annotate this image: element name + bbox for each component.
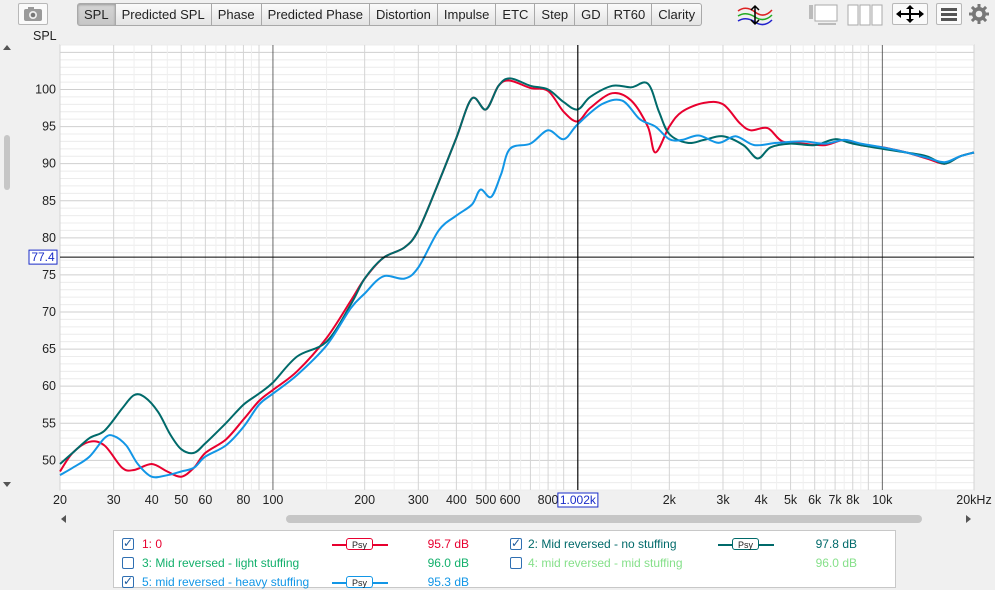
legend-value-4: 96.0 dB (815, 556, 857, 570)
single-panel-icon[interactable] (806, 3, 840, 25)
scroll-left-arrow-icon[interactable] (61, 515, 66, 523)
legend-label-2: 2: Mid reversed - no stuffing (528, 537, 677, 551)
x-tick-label: 20 (53, 493, 67, 507)
y-tick-label: 50 (42, 453, 56, 467)
cursor-y-readout: 77.4 (31, 250, 55, 264)
y-tick-label: 75 (42, 268, 56, 282)
camera-icon[interactable] (18, 3, 48, 25)
x-tick-label: 10k (872, 493, 893, 507)
move-arrows-icon[interactable] (892, 3, 928, 25)
y-axis-title: SPL (33, 29, 57, 43)
x-tick-label: 5k (784, 493, 798, 507)
x-tick-label: 500 (475, 493, 496, 507)
x-tick-label: 2k (663, 493, 677, 507)
series-line-2 (59, 77, 975, 465)
x-tick-label: 800 (538, 493, 559, 507)
gear-icon[interactable] (968, 3, 990, 25)
y-tick-label: 85 (42, 194, 56, 208)
legend-psy-2[interactable]: Psy (718, 538, 774, 552)
multi-panel-icon[interactable] (847, 3, 883, 26)
x-tick-label: 300 (408, 493, 429, 507)
x-tick-label: 80 (236, 493, 250, 507)
y-tick-label: 90 (42, 157, 56, 171)
x-tick-label: 50 (174, 493, 188, 507)
scroll-down-arrow-icon[interactable] (3, 482, 11, 487)
legend-label-1: 1: 0 (142, 537, 163, 551)
x-tick-label: 400 (446, 493, 467, 507)
legend-value-2: 97.8 dB (815, 537, 857, 551)
scroll-right-arrow-icon[interactable] (966, 515, 971, 523)
x-tick-label: 60 (198, 493, 212, 507)
x-tick-label: 3k (716, 493, 730, 507)
legend-value-3: 96.0 dB (427, 556, 469, 570)
y-tick-label: 70 (42, 305, 56, 319)
tab-phase[interactable]: Phase (211, 3, 262, 26)
y-tick-label: 100 (35, 83, 56, 97)
cursor-x-readout-box (557, 492, 599, 508)
horizontal-scrollbar[interactable] (72, 515, 962, 523)
legend-label-3: 3: Mid reversed - light stuffing (142, 556, 300, 570)
legend-value-1: 95.7 dB (427, 537, 469, 551)
horizontal-scroll-thumb[interactable] (286, 515, 922, 523)
legend-checkbox-5[interactable] (122, 574, 134, 588)
legend-checkbox-3[interactable] (122, 557, 134, 569)
x-tick-label: 200 (354, 493, 375, 507)
legend-label-5: 5: mid reversed - heavy stuffing (142, 575, 310, 589)
y-tick-label: 65 (42, 342, 56, 356)
x-tick-label: 30 (107, 493, 121, 507)
x-tick-label: 40 (145, 493, 159, 507)
measurement-legend: 1: 0 Psy 95.7 dB 2: Mid reversed - no st… (113, 530, 896, 589)
graph-tabs: SPL Predicted SPL Phase Predicted Phase Dist… (77, 3, 703, 26)
x-tick-label: 8k (846, 493, 860, 507)
tab-rt60[interactable]: RT60 (607, 3, 653, 26)
spl-graph[interactable]: 100 95 90 85 80 75 70 65 60 55 50 SPL 20 30 40 50 60 80 10… (0, 0, 995, 510)
legend-value-5: 95.3 dB (427, 575, 469, 589)
tab-gd[interactable]: GD (575, 3, 608, 26)
tab-distortion[interactable]: Distortion (369, 3, 438, 26)
tab-clarity[interactable]: Clarity (652, 3, 703, 26)
scroll-up-arrow-icon[interactable] (3, 45, 11, 50)
controls-panel-icon[interactable] (936, 3, 962, 25)
series-line-3 (59, 98, 975, 479)
tab-spl[interactable]: SPL (77, 3, 116, 26)
vertical-scroll-thumb[interactable] (4, 135, 10, 190)
tab-predicted-phase[interactable]: Predicted Phase (261, 3, 370, 26)
vertical-scrollbar[interactable] (0, 45, 14, 490)
y-tick-label: 60 (42, 379, 56, 393)
cursor-y-readout-box (28, 249, 58, 265)
toolbar: SPL Predicted SPL Phase Predicted Phase Dist… (0, 0, 995, 30)
x-tick-label: 6k (808, 493, 822, 507)
x-tick-label: 20kHz (956, 493, 991, 507)
x-tick-label: 7k (828, 493, 842, 507)
x-tick-label: 4k (754, 493, 768, 507)
x-tick-label: 100 (263, 493, 284, 507)
overlay-traces-icon[interactable] (737, 3, 773, 26)
x-tick-label: 600 (500, 493, 521, 507)
legend-checkbox-1[interactable] (122, 536, 134, 550)
legend-label-4: 4: mid reversed - mid stuffing (528, 556, 683, 570)
y-tick-label: 80 (42, 231, 56, 245)
legend-checkbox-2[interactable] (510, 536, 522, 550)
tab-etc[interactable]: ETC (496, 3, 536, 26)
y-tick-label: 55 (42, 416, 56, 430)
tab-impulse[interactable]: Impulse (437, 3, 497, 26)
tab-predicted-spl[interactable]: Predicted SPL (115, 3, 212, 26)
legend-checkbox-4[interactable] (510, 557, 522, 569)
legend-psy-1[interactable]: Psy (332, 538, 388, 552)
cursor-x-readout: 1.002k (560, 493, 597, 507)
y-tick-label: 95 (42, 120, 56, 134)
tab-step[interactable]: Step (535, 3, 576, 26)
